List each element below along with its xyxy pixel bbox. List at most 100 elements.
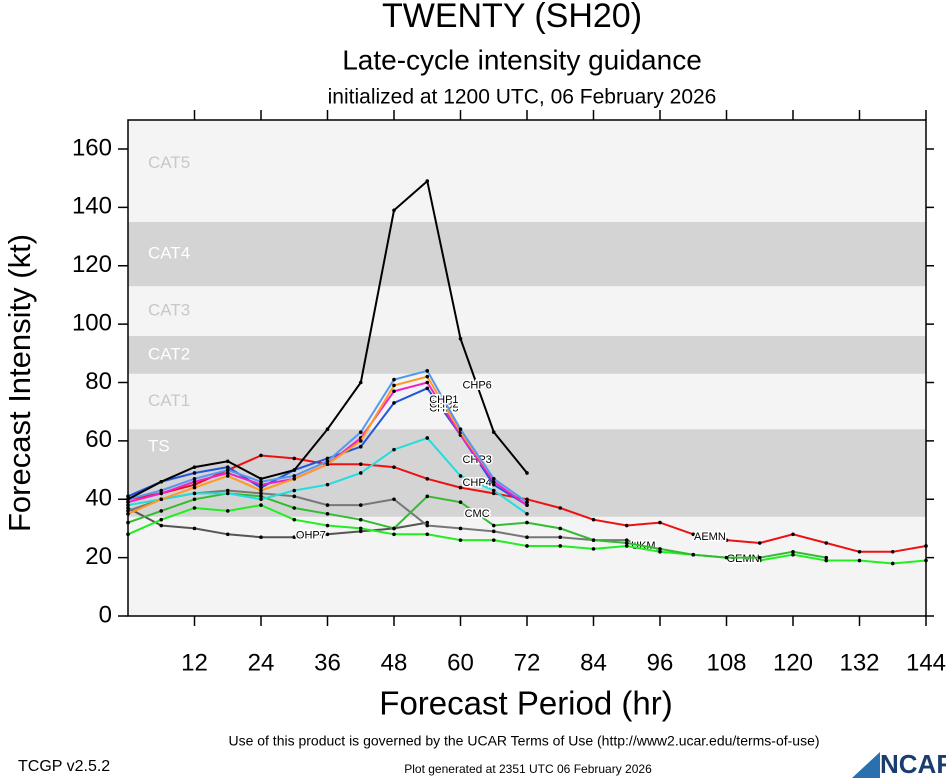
x-tick-label: 120 <box>773 649 813 676</box>
series-point <box>458 427 463 432</box>
series-point <box>491 523 496 528</box>
series-point <box>126 497 130 502</box>
series-point <box>458 538 463 542</box>
series-point <box>691 552 696 557</box>
series-point <box>392 389 396 394</box>
series-point <box>392 383 396 388</box>
series-point <box>558 506 563 510</box>
band-label: CAT2 <box>148 344 190 363</box>
series-point <box>358 471 363 475</box>
series-point <box>325 462 330 467</box>
series-point <box>192 477 197 481</box>
series-point <box>159 491 164 496</box>
series-point <box>525 512 529 516</box>
series-point <box>159 509 164 513</box>
series-point <box>358 517 363 522</box>
series-point <box>591 547 596 551</box>
terms-note: Use of this product is governed by the U… <box>228 733 819 749</box>
series-point <box>890 549 895 554</box>
series-point <box>857 558 862 563</box>
series-point <box>192 497 197 502</box>
series-point <box>791 552 795 557</box>
series-point <box>159 497 164 502</box>
series-point <box>924 544 928 548</box>
y-tick-label: 40 <box>85 485 112 512</box>
series-point <box>491 479 496 484</box>
series-point <box>325 532 330 537</box>
series-point <box>425 386 430 391</box>
series-line <box>127 507 428 539</box>
series-point <box>425 374 430 379</box>
init-time: initialized at 1200 UTC, 06 February 202… <box>328 86 717 109</box>
y-tick-label: 60 <box>85 426 112 453</box>
category-band <box>128 286 926 336</box>
series-point <box>225 468 230 472</box>
x-tick-label: 60 <box>447 649 474 676</box>
category-band <box>128 221 926 287</box>
series-point <box>658 547 662 551</box>
series-point <box>292 477 297 481</box>
series-point <box>259 494 263 499</box>
x-tick-label: 12 <box>181 649 208 676</box>
series-point <box>358 462 363 467</box>
series-point <box>392 377 396 382</box>
series-point <box>358 526 363 531</box>
y-tick-label: 100 <box>72 309 112 336</box>
series-label: CMC <box>465 508 490 520</box>
series-point <box>192 482 197 487</box>
series-point <box>126 512 130 516</box>
series-point <box>491 538 496 542</box>
series-point <box>491 477 496 481</box>
series-point <box>425 380 430 385</box>
series-point <box>491 430 496 434</box>
series-point <box>624 544 629 548</box>
series-point <box>259 477 263 481</box>
series-point <box>225 471 230 475</box>
y-tick-label: 0 <box>99 601 112 628</box>
series-point <box>558 535 563 539</box>
series-point <box>259 485 263 490</box>
chart-subtitle: Late-cycle intensity guidance <box>342 44 702 75</box>
series-point <box>525 535 529 539</box>
series-point <box>392 447 396 452</box>
series-point <box>225 532 230 537</box>
x-tick-label: 24 <box>248 649 275 676</box>
series-label: CHP6 <box>462 379 491 391</box>
series-point <box>824 541 829 545</box>
series-point <box>691 532 696 537</box>
series-point <box>425 179 430 183</box>
series-point <box>392 401 396 405</box>
series-point <box>458 336 463 341</box>
series-point <box>724 538 729 542</box>
series-point <box>259 497 263 502</box>
band-label: CAT1 <box>148 391 190 410</box>
series-point <box>525 497 529 502</box>
series-point <box>458 474 463 478</box>
series-point <box>525 520 529 525</box>
series-point <box>358 380 363 385</box>
band-label: CAT5 <box>148 153 190 172</box>
series-point <box>259 503 263 507</box>
series-point <box>126 506 130 510</box>
band-label: CAT3 <box>148 300 190 319</box>
series-point <box>491 488 496 493</box>
category-band <box>128 149 926 222</box>
series-point <box>791 532 795 537</box>
generated-note: Plot generated at 2351 UTC 06 February 2… <box>404 762 652 776</box>
series-point <box>192 471 197 475</box>
series-point <box>425 477 430 481</box>
series-point <box>292 535 297 539</box>
series-point <box>458 500 463 504</box>
x-tick-label: 108 <box>706 649 746 676</box>
x-tick-label: 84 <box>580 649 607 676</box>
y-tick-label: 160 <box>72 134 112 161</box>
x-axis-label: Forecast Period (hr) <box>379 685 672 722</box>
series-point <box>392 465 396 469</box>
series-point <box>425 532 430 537</box>
x-tick-label: 72 <box>514 649 541 676</box>
series-point <box>924 558 928 563</box>
series-point <box>824 558 829 563</box>
series-point <box>159 517 164 522</box>
series-point <box>126 520 130 525</box>
